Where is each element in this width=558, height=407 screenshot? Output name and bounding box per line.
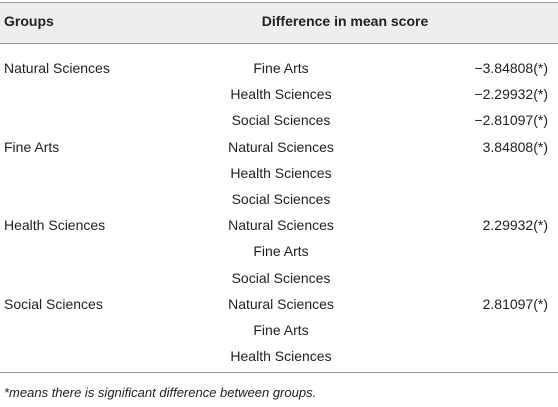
comparison-group: Health Sciences (230, 86, 332, 103)
comparison-group: Fine Arts (253, 322, 309, 338)
comparison-group: Social Sciences (231, 269, 331, 286)
comparison-group: Natural Sciences (228, 295, 334, 312)
comparison-group: Health Sciences (230, 348, 332, 365)
difference-value: −3.84808(*) (474, 60, 548, 76)
difference-value: 3.84808(*) (482, 138, 548, 155)
comparison-group: Health Sciences (230, 164, 332, 181)
group-name: Health Sciences (4, 217, 106, 234)
header-cell: Difference in mean score (261, 13, 429, 29)
difference-value: −2.29932(*) (474, 86, 548, 103)
comparison-group: Natural Sciences (228, 217, 334, 234)
comparison-group: Natural Sciences (228, 138, 334, 155)
footnote: *means there is significant difference b… (4, 385, 317, 400)
comparison-group: Fine Arts (253, 243, 309, 260)
bottom-rule (0, 372, 558, 373)
group-name: Fine Arts (4, 138, 60, 155)
header-cell: Groups (4, 13, 54, 29)
header-row (0, 2, 558, 44)
comparison-group: Fine Arts (253, 60, 309, 76)
comparison-group: Social Sciences (231, 191, 331, 207)
group-name: Social Sciences (4, 295, 103, 312)
difference-value: 2.29932(*) (482, 217, 548, 234)
difference-value: −2.81097(*) (474, 112, 548, 129)
difference-value: 2.81097(*) (482, 295, 548, 312)
comparison-group: Social Sciences (231, 112, 331, 129)
group-name: Natural Sciences (4, 60, 110, 76)
